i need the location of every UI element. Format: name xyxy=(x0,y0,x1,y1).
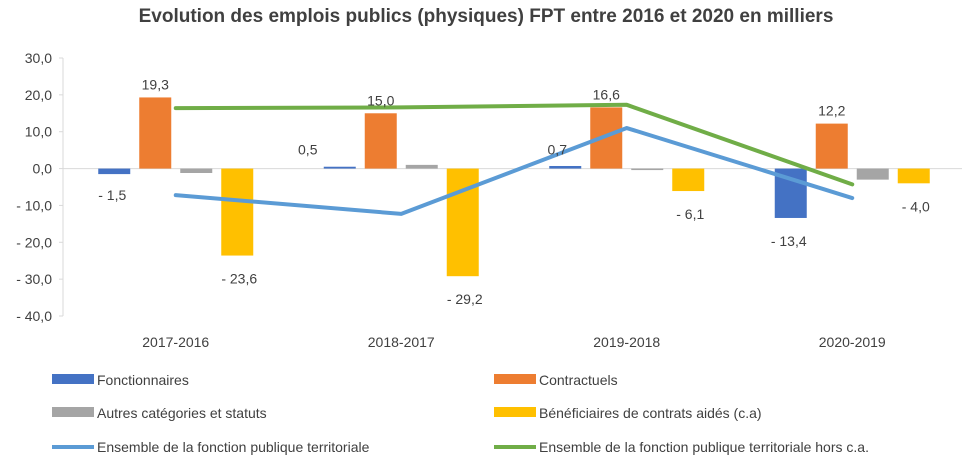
data-label: 0,7 xyxy=(548,142,568,158)
legend-label: Fonctionnaires xyxy=(97,372,189,388)
legend-label: Contractuels xyxy=(539,372,618,388)
data-label: - 6,1 xyxy=(676,206,704,222)
y-tick-label: 0,0 xyxy=(33,161,53,177)
y-tick-label: 10,0 xyxy=(25,124,52,140)
bar xyxy=(405,164,438,169)
data-label: 15,0 xyxy=(367,92,394,108)
series-line xyxy=(173,126,855,216)
y-tick-label: - 40,0 xyxy=(16,308,52,324)
legend-label: Ensemble de la fonction publique territo… xyxy=(97,439,370,455)
axis-layer: 30,0 20,0 10,0 0,0 - 10,0 - 20,0 - 30,0 - 40,0 2… xyxy=(16,50,962,350)
series-line xyxy=(173,102,855,187)
bar xyxy=(672,168,705,192)
bar xyxy=(815,123,848,169)
legend-swatch xyxy=(494,374,536,384)
data-label: 16,6 xyxy=(593,86,620,102)
y-tick-label: 20,0 xyxy=(25,87,52,103)
bar xyxy=(631,168,664,171)
bars-layer xyxy=(98,97,930,277)
bar xyxy=(98,168,131,175)
x-tick-label: 2019-2018 xyxy=(593,334,660,350)
x-tick-label: 2018-2017 xyxy=(368,334,435,350)
legend-label: Autres catégories et statuts xyxy=(97,405,267,421)
legend-layer: Fonctionnaires Contractuels Autres catégor… xyxy=(52,372,869,455)
data-label: - 4,0 xyxy=(902,198,930,214)
legend-swatch xyxy=(494,407,536,417)
data-label: 19,3 xyxy=(142,76,169,92)
bar xyxy=(897,168,930,184)
chart-title: Evolution des emplois publics (physiques… xyxy=(138,6,834,27)
bar xyxy=(221,168,254,256)
bar xyxy=(139,97,172,169)
y-tick-label: - 20,0 xyxy=(16,234,52,250)
legend-swatch xyxy=(52,374,94,384)
y-tick-label: - 30,0 xyxy=(16,271,52,287)
x-tick-label: 2020-2019 xyxy=(819,334,886,350)
data-label: - 29,2 xyxy=(447,291,483,307)
data-label: 0,5 xyxy=(298,142,318,158)
y-tick-label: - 10,0 xyxy=(16,197,52,213)
legend-label: Ensemble de la fonction publique territo… xyxy=(539,439,869,455)
legend-label: Bénéficiaires de contrats aidés (c.a) xyxy=(539,405,762,421)
bar xyxy=(180,168,213,173)
y-tick-label: 30,0 xyxy=(25,50,52,66)
bar xyxy=(549,165,582,169)
bar xyxy=(364,113,397,169)
x-tick-label: 2017-2016 xyxy=(142,334,209,350)
legend-swatch xyxy=(52,407,94,417)
data-label: - 23,6 xyxy=(221,271,257,287)
labels-layer: - 1,5 0,5 0,7 - 13,4 19,3 15,0 16,6 12,2 - 23,6 -… xyxy=(98,76,930,307)
lines-layer xyxy=(173,102,855,216)
bar xyxy=(856,168,889,180)
data-label: - 13,4 xyxy=(771,233,807,249)
bar xyxy=(323,166,356,169)
data-label: 12,2 xyxy=(818,103,845,119)
data-label: - 1,5 xyxy=(98,187,126,203)
